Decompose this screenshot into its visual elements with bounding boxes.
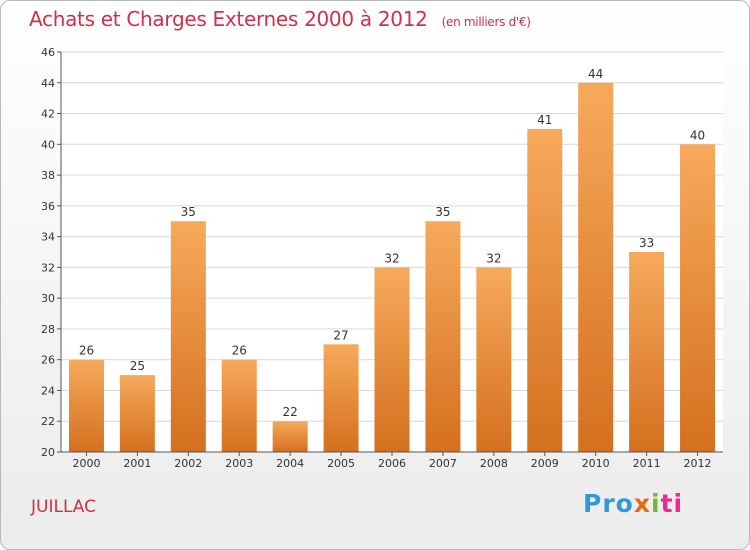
bar-value-label: 27 <box>333 328 348 342</box>
logo-part-3: i <box>650 489 661 518</box>
bar-value-label: 40 <box>690 128 705 142</box>
y-tick-label: 20 <box>41 446 55 459</box>
y-tick-label: 32 <box>41 261 55 274</box>
y-tick-label: 38 <box>41 169 55 182</box>
y-tick-label: 44 <box>41 77 55 90</box>
bar <box>680 144 716 453</box>
x-tick-label: 2000 <box>72 457 100 470</box>
y-tick-label: 26 <box>41 354 55 367</box>
logo-part-1: Pro <box>583 489 634 518</box>
x-tick-label: 2001 <box>123 457 151 470</box>
title-unit: (en milliers d'€) <box>441 15 531 29</box>
bar-value-label: 26 <box>79 344 94 358</box>
chart-title: Achats et Charges Externes 2000 à 2012 (… <box>29 7 531 31</box>
y-tick-label: 40 <box>41 138 55 151</box>
bar <box>629 252 665 452</box>
y-tick-label: 34 <box>41 231 55 244</box>
x-tick-label: 2007 <box>429 457 457 470</box>
x-tick-label: 2011 <box>633 457 661 470</box>
x-tick-label: 2003 <box>225 457 253 470</box>
bar <box>119 375 155 452</box>
bar <box>323 344 359 452</box>
bar <box>578 82 614 453</box>
y-tick-label: 22 <box>41 415 55 428</box>
logo-part-4: ti <box>660 489 684 518</box>
bar-value-label: 26 <box>232 344 247 358</box>
bar-value-label: 22 <box>283 405 298 419</box>
title-text: Achats et Charges Externes 2000 à 2012 <box>29 7 428 31</box>
bar-value-label: 25 <box>130 359 145 373</box>
y-tick-label: 46 <box>41 46 55 59</box>
bar-value-label: 41 <box>537 113 552 127</box>
x-tick-label: 2002 <box>174 457 202 470</box>
bar <box>272 421 308 452</box>
x-tick-label: 2004 <box>276 457 304 470</box>
bar <box>527 128 563 452</box>
y-tick-label: 24 <box>41 384 55 397</box>
x-tick-label: 2005 <box>327 457 355 470</box>
bar <box>476 267 512 452</box>
bar <box>221 359 257 452</box>
bar-value-label: 35 <box>181 205 196 219</box>
commune-name: JUILLAC <box>31 497 97 517</box>
bar <box>68 359 104 452</box>
y-tick-label: 36 <box>41 200 55 213</box>
y-tick-label: 30 <box>41 292 55 305</box>
x-tick-label: 2010 <box>582 457 610 470</box>
proxiti-logo[interactable]: Proxiti <box>583 489 683 518</box>
bar <box>170 221 206 452</box>
bar-value-label: 35 <box>435 205 450 219</box>
x-tick-label: 2008 <box>480 457 508 470</box>
bar-value-label: 32 <box>486 251 501 265</box>
x-tick-label: 2009 <box>531 457 559 470</box>
bar <box>425 221 461 452</box>
logo-part-2: x <box>633 489 651 518</box>
bar <box>374 267 410 452</box>
bar-value-label: 44 <box>588 67 603 81</box>
bar-value-label: 32 <box>384 251 399 265</box>
y-tick-label: 28 <box>41 323 55 336</box>
bar-value-label: 33 <box>639 236 654 250</box>
x-tick-label: 2012 <box>684 457 712 470</box>
y-tick-label: 42 <box>41 108 55 121</box>
x-tick-label: 2006 <box>378 457 406 470</box>
